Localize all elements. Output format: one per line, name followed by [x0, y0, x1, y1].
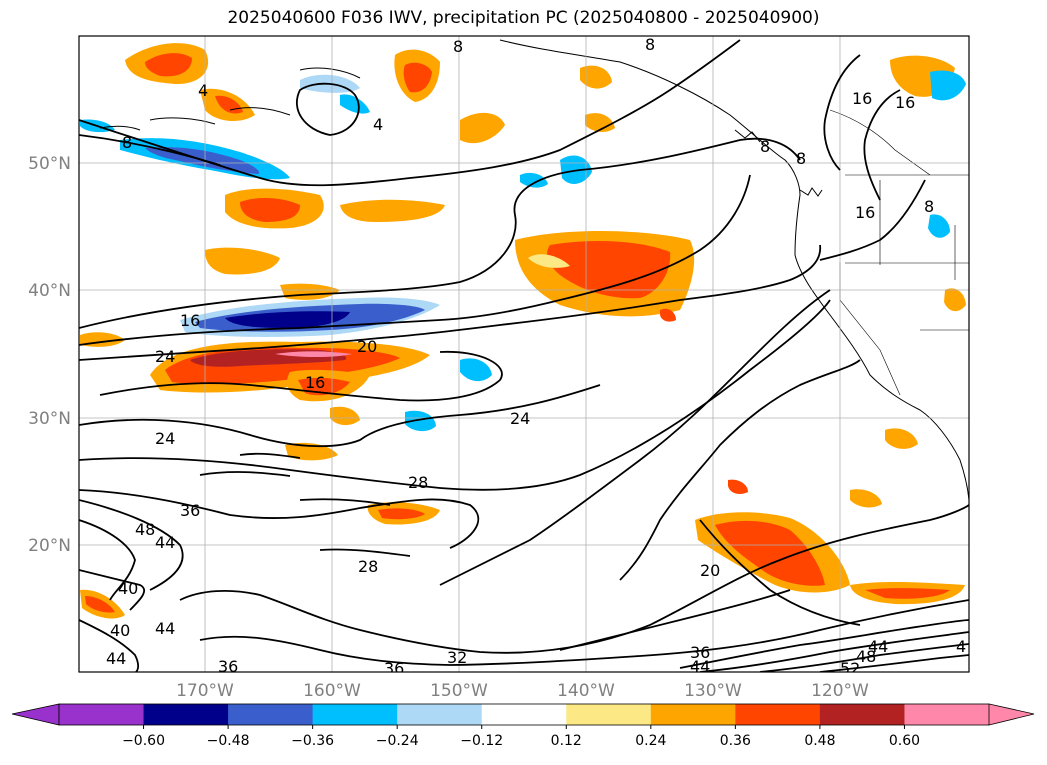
colorbar-segment — [397, 704, 483, 725]
shaded-regions — [80, 43, 966, 619]
contour-label: 16 — [855, 203, 875, 222]
colorbar-segment — [228, 704, 314, 725]
colorbar-tick-label: 0.60 — [889, 733, 920, 749]
colorbar-tick-label: −0.60 — [122, 733, 165, 749]
contour-label: 28 — [358, 557, 378, 576]
contour-label: 20 — [700, 561, 720, 580]
map-content: 8 4 4 8 16 8 8 8 8 16 16 16 20 24 16 24 … — [79, 35, 969, 678]
colorbar-extend-low — [11, 703, 60, 726]
colorbar-extend-high — [988, 703, 1035, 726]
colorbar-segment — [904, 704, 990, 725]
contour-label: 8 — [453, 37, 463, 56]
colorbar-tick-label: 0.24 — [635, 733, 666, 749]
colorbar-tick-label: −0.24 — [376, 733, 419, 749]
colorbar: −0.60 −0.48 −0.36 −0.24 −0.12 0.12 0.24 0.36 0.4… — [11, 703, 1035, 749]
colorbar-segment — [566, 704, 652, 725]
map-frame — [78, 35, 970, 673]
colorbar-tick-label: 0.36 — [720, 733, 751, 749]
longitude-labels: 170°W 160°W 150°W 140°W 130°W 120°W — [176, 681, 869, 701]
colorbar-tick-label: 0.12 — [551, 733, 582, 749]
lon-label-140w: 140°W — [557, 681, 615, 701]
contour-label: 16 — [852, 89, 872, 108]
lon-label-150w: 150°W — [430, 681, 488, 701]
colorbar-tick-label: −0.48 — [207, 733, 250, 749]
lon-label-120w: 120°W — [811, 681, 869, 701]
colorbar-frame — [58, 703, 990, 726]
contour-label: 4 — [373, 115, 383, 134]
contour-label: 44 — [155, 533, 175, 552]
contour-label: 40 — [118, 579, 138, 598]
gridlines — [79, 36, 969, 672]
contour-label: 4 — [956, 637, 966, 656]
contour-label: 8 — [924, 197, 934, 216]
lon-label-130w: 130°W — [684, 681, 742, 701]
contour-label: 32 — [447, 648, 467, 667]
contour-label: 52 — [840, 659, 860, 678]
contour-label: 36 — [218, 657, 238, 676]
colorbar-segment — [143, 704, 229, 725]
colorbar-tick-label: 0.48 — [804, 733, 835, 749]
contour-labels: 8 4 4 8 16 8 8 8 8 16 16 16 20 24 16 24 … — [106, 35, 966, 678]
contour-label: 44 — [868, 637, 888, 656]
contour-label: 8 — [122, 133, 132, 152]
borders — [829, 109, 969, 396]
colorbar-tick-label: −0.12 — [460, 733, 503, 749]
contour-label: 44 — [155, 619, 175, 638]
contour-label: 48 — [135, 520, 155, 539]
lat-label-20n: 20°N — [28, 536, 71, 556]
lat-label-30n: 30°N — [28, 409, 71, 429]
lat-label-50n: 50°N — [28, 154, 71, 174]
colorbar-segment — [481, 704, 567, 725]
colorbar-segment — [312, 704, 398, 725]
contour-label: 24 — [155, 429, 175, 448]
contour-label: 36 — [690, 643, 710, 662]
contour-label: 16 — [180, 311, 200, 330]
lon-label-160w: 160°W — [303, 681, 361, 701]
contour-label: 44 — [106, 649, 126, 668]
contour-label: 8 — [645, 35, 655, 54]
contour-label: 20 — [357, 337, 377, 356]
colorbar-segment — [650, 704, 736, 725]
colorbar-segment — [59, 704, 145, 725]
iwv-contours — [79, 39, 969, 672]
contour-label: 36 — [180, 501, 200, 520]
contour-label: 48 — [856, 647, 876, 666]
contour-label: 4 — [198, 81, 208, 100]
lon-label-170w: 170°W — [176, 681, 234, 701]
colorbar-segment — [819, 704, 905, 725]
contour-label: 44 — [690, 657, 710, 676]
contour-label: 24 — [155, 347, 175, 366]
contour-label: 16 — [895, 93, 915, 112]
latitude-labels: 50°N 40°N 30°N 20°N — [28, 154, 71, 556]
contour-label: 28 — [408, 473, 428, 492]
lat-label-40n: 40°N — [28, 281, 71, 301]
contour-label: 16 — [305, 373, 325, 392]
map-title: 2025040600 F036 IWV, precipitation PC (2… — [227, 8, 820, 28]
contour-label: 36 — [384, 659, 404, 678]
contour-label: 8 — [760, 137, 770, 156]
contour-label: 8 — [796, 149, 806, 168]
contour-label: 24 — [510, 409, 530, 428]
colorbar-segment — [735, 704, 821, 725]
colorbar-tick-label: −0.36 — [291, 733, 334, 749]
contour-label: 40 — [110, 621, 130, 640]
